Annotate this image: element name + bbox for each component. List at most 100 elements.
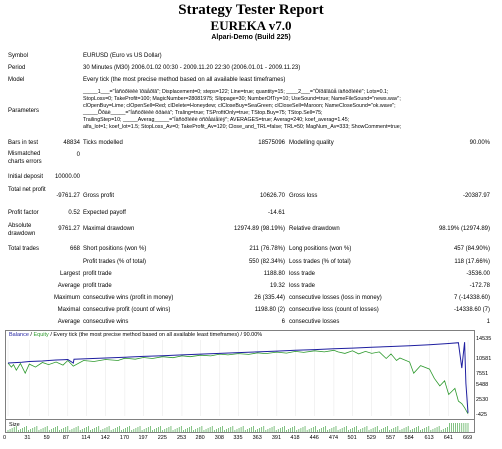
y-tick-label: 14535: [476, 336, 492, 342]
size-panel: Size: [5, 419, 475, 433]
bars-label: Bars in test: [8, 140, 39, 146]
profit-trades-value: 550 (82.34%): [248, 259, 285, 265]
average-loss-label: loss trade: [289, 283, 316, 289]
largest-profit-label: profit trade: [83, 271, 112, 277]
max-consec-wins-value: 26 (335.44): [254, 295, 285, 301]
maximal-label: Maximal: [57, 307, 80, 313]
x-tick-label: 170: [119, 435, 130, 441]
parameters-line: _____1___="Íàñòðîéêè îðäåðîâ"; Displacem…: [83, 89, 389, 95]
x-tick-label: 529: [366, 435, 376, 441]
loss-trades-value: 118 (17.66%): [454, 259, 490, 265]
x-tick-label: 280: [195, 435, 205, 441]
average-label: Average: [57, 283, 80, 289]
parameters-label: Parameters: [8, 108, 40, 114]
legend-equity: Equity: [33, 332, 49, 338]
x-tick-label: 584: [404, 435, 414, 441]
average-label-2: Average: [57, 319, 80, 325]
short-label: Short positions (won %): [83, 246, 147, 252]
x-tick-label: 114: [81, 435, 91, 441]
max-consec-losses-label: consecutive losses (loss in money): [289, 295, 382, 301]
parameters-line: clOpenBuy=Lime; clOpenSell=Red; clDelete…: [83, 103, 396, 109]
x-tick-label: 87: [62, 435, 69, 441]
x-tick-label: 418: [290, 435, 300, 441]
avg-consec-wins-label: consecutive wins: [83, 319, 129, 325]
absdd-value: 9761.27: [58, 226, 80, 232]
model-label: Model: [8, 77, 25, 83]
parameters-line: StopLoss=0; TakeProfit=100; MagicNumber=…: [83, 96, 401, 102]
pf-value: 0.52: [68, 210, 80, 216]
x-tick-label: 501: [347, 435, 357, 441]
average-profit-value: 19.32: [269, 283, 285, 289]
mismatch-value: 0: [76, 152, 80, 158]
server-name: Alpari-Demo (Build 225): [211, 34, 291, 41]
quality-value: 90.00%: [469, 140, 490, 146]
x-tick-label: 142: [100, 435, 110, 441]
deposit-value: 10000.00: [54, 174, 80, 180]
grossprofit-value: 10626.70: [259, 193, 285, 199]
y-tick-label: 2530: [476, 396, 489, 403]
short-value: 211 (76.78%): [249, 246, 285, 252]
ticks-value: 18575096: [258, 140, 285, 146]
avg-consec-losses-label: consecutive losses: [289, 319, 340, 325]
max-consec-losses-value: 7 (-14338.60): [453, 295, 490, 301]
bars-value: 48834: [63, 140, 80, 146]
long-value: 457 (84.90%): [453, 246, 490, 252]
loss-trades-label: Loss trades (% of total): [289, 259, 351, 265]
long-label: Long positions (won %): [289, 246, 352, 252]
x-tick-label: 446: [309, 435, 319, 441]
profit-trades-label: Profit trades (% of total): [83, 259, 147, 265]
x-tick-label: 391: [271, 435, 282, 441]
size-label: Size: [9, 422, 20, 428]
period-value: 30 Minutes (M30) 2006.01.02 00:30 - 2009…: [83, 65, 301, 71]
max-consec-profit-value: 1198.80 (2): [254, 307, 285, 313]
y-tick-label: 10581: [476, 356, 492, 363]
size-bars: [7, 423, 469, 432]
quality-label: Modelling quality: [289, 140, 334, 146]
chart-legend: Balance / Equity / Every tick (the most …: [9, 332, 263, 338]
grossprofit-label: Gross profit: [83, 193, 115, 199]
parameters-line: alfa_lot=1; koef_lot=1.5; StopLoss_Av=0;…: [83, 124, 402, 130]
chart-plot: [7, 340, 469, 416]
parameters-line: _____Õðàë_____="Íàñòðîéêè õðàëà"; Tralin…: [83, 110, 323, 116]
max-consec-loss-label: consecutive loss (count of losses): [289, 307, 379, 313]
x-tick-label: 557: [385, 435, 396, 441]
x-tick-label: 641: [443, 435, 453, 441]
grossloss-label: Gross loss: [289, 193, 318, 199]
balance-line: [7, 342, 469, 413]
largest-label: Largest: [59, 271, 80, 277]
maximum-label: Maximum: [53, 295, 80, 301]
largest-loss-label: loss trade: [289, 271, 316, 277]
x-tick-label: 225: [157, 435, 167, 441]
symbol-label: Symbol: [8, 53, 29, 59]
period-label: Period: [8, 65, 26, 71]
reldd-value: 98.19% (12974.89): [438, 226, 490, 232]
report-title: Strategy Tester Report: [178, 2, 324, 18]
x-tick-label: 474: [328, 435, 339, 441]
max-consec-wins-label: consecutive wins (profit in money): [83, 295, 174, 301]
legend-method: Every tick (the most precise method base…: [53, 332, 263, 338]
parameters-line: TrailingStep=10; _____Averag_____="Íàñòð…: [83, 117, 350, 123]
ticks-label: Ticks modelled: [83, 140, 123, 146]
x-tick-label: 253: [176, 435, 187, 441]
x-tick-label: 613: [424, 435, 434, 441]
model-value: Every tick (the most precise method base…: [83, 77, 286, 83]
x-tick-label: 335: [233, 435, 243, 441]
absdd-label: Absolute drawdown: [8, 223, 36, 237]
max-consec-loss-value: -14338.60 (7): [453, 307, 490, 313]
payoff-label: Expected payoff: [83, 210, 126, 216]
max-consec-profit-label: consecutive profit (count of wins): [83, 307, 171, 313]
y-tick-label: 5488: [476, 381, 489, 388]
avg-consec-losses-value: 1: [486, 319, 490, 325]
pf-label: Profit factor: [8, 210, 39, 216]
payoff-value: -14.61: [267, 210, 285, 216]
maxdd-label: Maximal drawdown: [83, 226, 135, 232]
mismatch-label: Mismatched charts errors: [8, 151, 42, 165]
symbol-value: EURUSD (Euro vs US Dollar): [83, 53, 162, 59]
avg-consec-wins-value: 6: [281, 319, 285, 325]
x-tick-label: 0: [3, 435, 7, 441]
x-tick-label: 363: [252, 435, 262, 441]
x-tick-label: 59: [43, 435, 50, 441]
trades-value: 668: [69, 246, 80, 252]
maxdd-value: 12974.89 (98.19%): [233, 226, 285, 232]
x-tick-label: 197: [138, 435, 148, 441]
